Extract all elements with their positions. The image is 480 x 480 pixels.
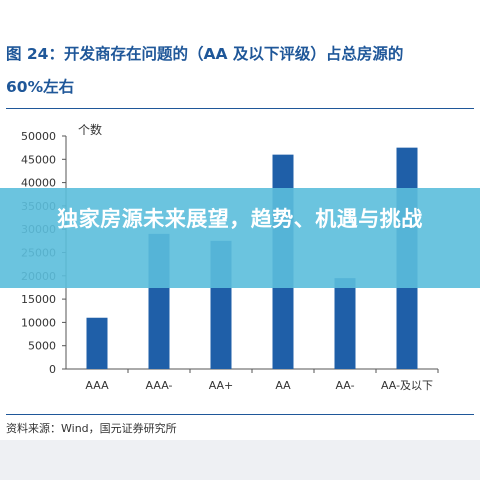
- figure-title-line1: 图 24：开发商存在问题的（AA 及以下评级）占总房源的: [6, 45, 404, 63]
- footer-band: [0, 440, 480, 480]
- headline-text: 独家房源未来展望，趋势、机遇与挑战: [57, 207, 423, 231]
- y-unit-label: 个数: [78, 122, 102, 137]
- y-tick-label: 45000: [21, 153, 56, 166]
- source-divider: [6, 414, 474, 415]
- source-note: 资料来源：Wind，国元证券研究所: [6, 422, 177, 435]
- y-tick-label: 5000: [28, 340, 56, 353]
- bar: [334, 278, 356, 369]
- y-tick-label: 50000: [21, 130, 56, 143]
- x-tick-label: AAA-: [146, 379, 173, 392]
- figure-title: 图 24：开发商存在问题的（AA 及以下评级）占总房源的 60%左右: [6, 38, 476, 104]
- x-tick-label: AAA: [85, 379, 109, 392]
- bar: [86, 317, 108, 369]
- figure-title-line2: 60%左右: [6, 78, 75, 96]
- y-tick-label: 0: [49, 363, 56, 376]
- x-tick-label: AA-: [335, 379, 354, 392]
- x-tick-label: AA: [275, 379, 291, 392]
- y-tick-label: 40000: [21, 177, 56, 190]
- title-divider: [6, 108, 474, 109]
- x-tick-label: AA+: [209, 379, 234, 392]
- x-tick-label: AA-及以下: [381, 379, 433, 392]
- headline-banner: 独家房源未来展望，趋势、机遇与挑战: [0, 188, 480, 288]
- y-tick-label: 10000: [21, 316, 56, 329]
- y-tick-label: 15000: [21, 293, 56, 306]
